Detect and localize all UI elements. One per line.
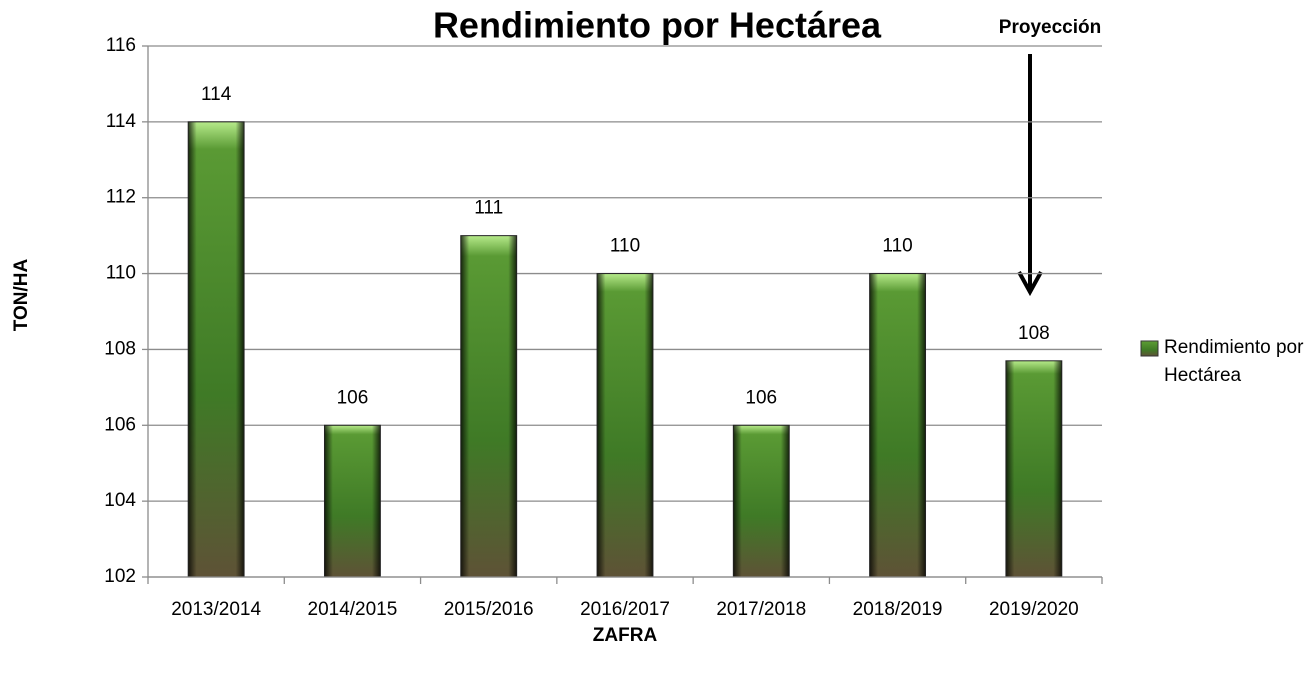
- data-label: 111: [474, 198, 503, 219]
- y-tick-label: 114: [106, 111, 137, 132]
- y-tick-label: 104: [104, 490, 136, 511]
- data-label: 106: [337, 387, 369, 408]
- x-tick-label: 2019/2020: [989, 599, 1079, 620]
- y-tick-label: 106: [104, 414, 136, 435]
- data-label: 110: [882, 236, 912, 257]
- legend-label: Rendimiento por Hectárea: [1164, 337, 1304, 386]
- x-tick-label: 2016/2017: [580, 599, 670, 620]
- data-label: 106: [745, 387, 777, 408]
- bar-shade: [869, 273, 927, 578]
- x-tick-label: 2015/2016: [444, 599, 534, 620]
- data-label: 114: [201, 84, 232, 105]
- y-tick-label: 112: [106, 187, 136, 208]
- data-label: 108: [1018, 323, 1050, 344]
- x-tick-label: 2014/2015: [308, 599, 398, 620]
- arrow-head: [1017, 271, 1043, 297]
- y-tick-label: 108: [104, 338, 136, 359]
- bar-shade: [460, 235, 518, 578]
- x-tick-label: 2017/2018: [716, 599, 806, 620]
- bar-shade: [323, 424, 381, 578]
- x-axis-label: ZAFRA: [593, 625, 658, 646]
- legend-swatch: [1140, 340, 1159, 357]
- bar-shade: [187, 121, 245, 578]
- y-tick-label: 116: [106, 35, 136, 56]
- bar-shade: [1005, 360, 1063, 578]
- x-tick-label: 2018/2019: [853, 599, 943, 620]
- bar-shade: [732, 424, 790, 578]
- annotation: Proyección: [999, 17, 1101, 38]
- x-tick-label: 2013/2014: [171, 599, 261, 620]
- chart-title: Rendimiento por Hectárea: [433, 5, 882, 46]
- bar-shade: [596, 273, 654, 578]
- y-tick-label: 102: [104, 566, 136, 587]
- y-axis-label: TON/HA: [11, 258, 32, 331]
- y-tick-label: 110: [106, 263, 136, 284]
- data-label: 110: [610, 236, 640, 257]
